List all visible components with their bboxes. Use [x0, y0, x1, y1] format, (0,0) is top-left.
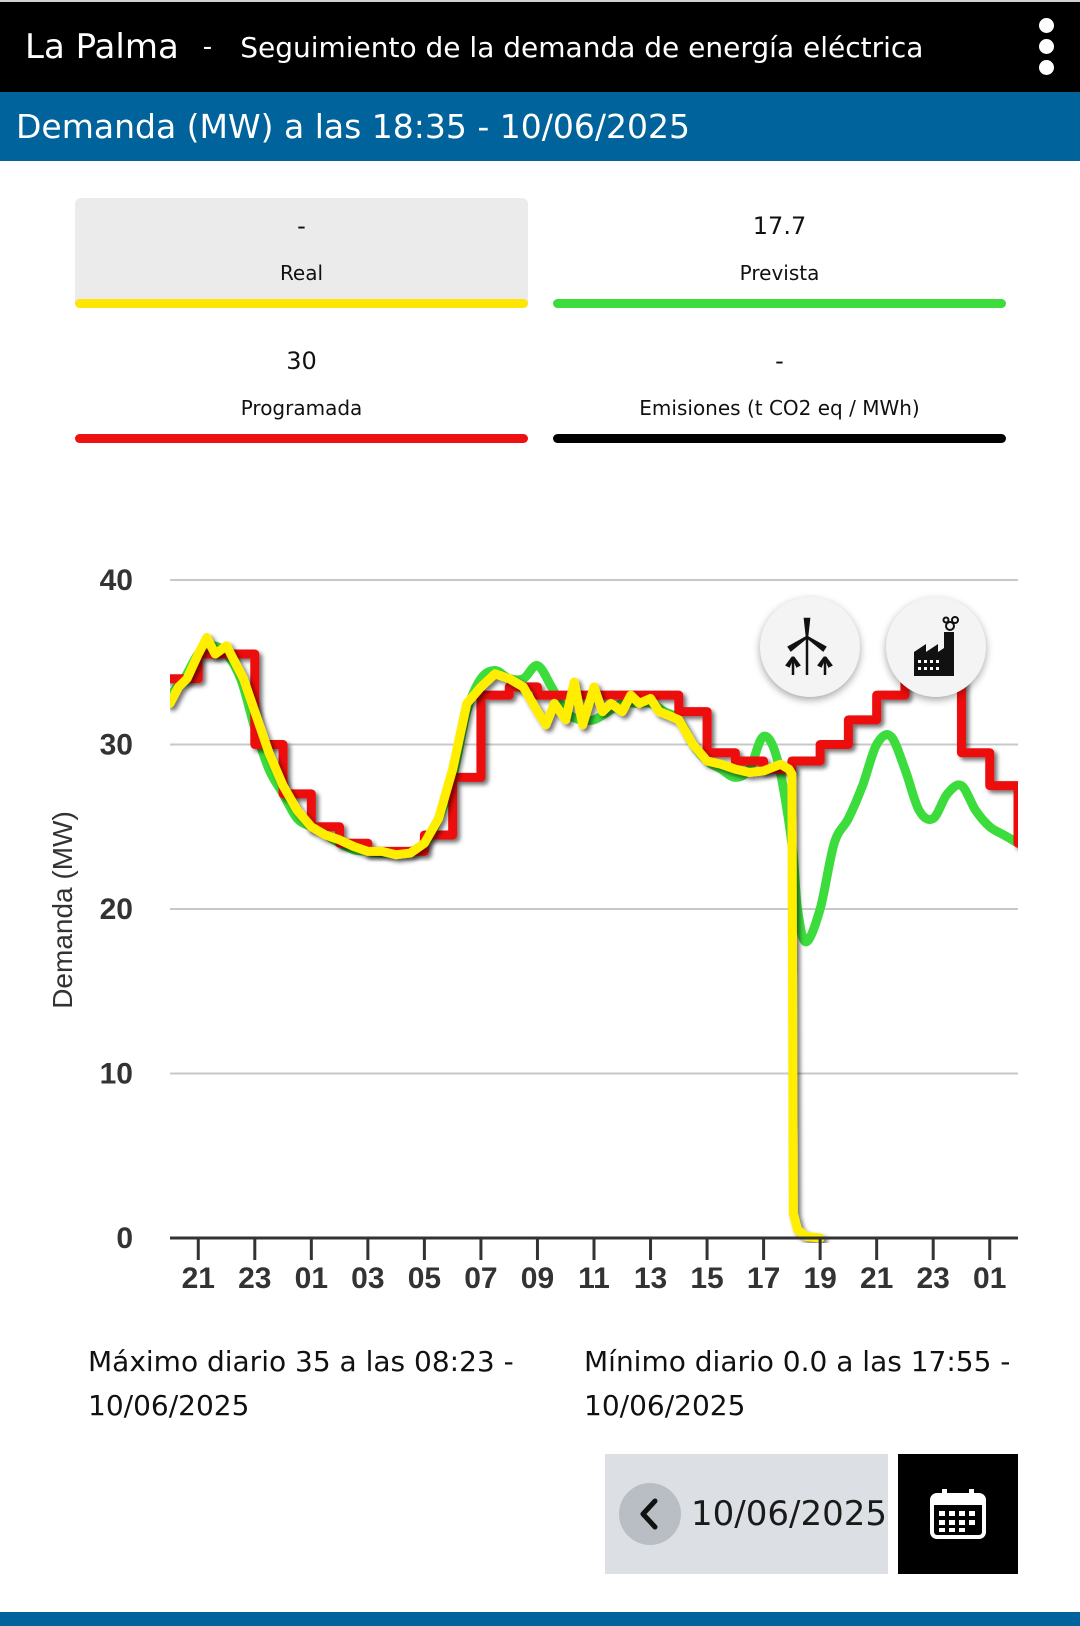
- page-title-main: Demanda (MW): [16, 107, 274, 146]
- x-tick-label: 11: [578, 1262, 610, 1295]
- x-tick-label: 07: [464, 1262, 497, 1295]
- card-programada: 30 Programada: [75, 333, 528, 443]
- page-title-time: a las 18:35 - 10/06/2025: [273, 107, 690, 146]
- x-tick-label: 17: [747, 1262, 780, 1295]
- daily-max: Máximo diario 35 a las 08:23 - 10/06/202…: [88, 1345, 514, 1422]
- card-real-color-bar: [75, 299, 528, 308]
- card-prevista-color-bar: [553, 299, 1006, 308]
- factory-icon[interactable]: [886, 597, 986, 697]
- card-real: - Real: [75, 198, 528, 308]
- x-tick-label: 19: [803, 1262, 836, 1295]
- bottom-bar: [0, 1612, 1080, 1626]
- x-tick-label: 03: [351, 1262, 384, 1295]
- card-emisiones-color-bar: [553, 434, 1006, 443]
- x-tick-label: 09: [521, 1262, 554, 1295]
- app-subtitle: Seguimiento de la demanda de energía elé…: [240, 30, 924, 64]
- card-programada-label: Programada: [240, 396, 363, 420]
- x-tick-label: 21: [182, 1262, 215, 1295]
- chevron-left-icon: [640, 1498, 658, 1530]
- series-line-real: [170, 633, 825, 1243]
- calendar-icon: [930, 1489, 986, 1539]
- date-selector: 10/06/2025: [605, 1454, 888, 1574]
- y-tick-label: 40: [100, 564, 133, 597]
- y-tick-label: 20: [100, 893, 133, 926]
- card-programada-color-bar: [75, 434, 528, 443]
- page-title: Demanda (MW) a las 18:35 - 10/06/2025: [16, 107, 690, 146]
- card-real-value: -: [297, 212, 306, 240]
- x-tick-label: 23: [238, 1262, 271, 1295]
- y-tick-label: 0: [116, 1222, 133, 1255]
- calendar-button[interactable]: [898, 1454, 1018, 1574]
- x-tick-label: 23: [917, 1262, 950, 1295]
- card-programada-value: 30: [286, 347, 317, 375]
- wind-turbine-icon[interactable]: [760, 597, 860, 697]
- y-tick-label: 30: [100, 729, 133, 762]
- more-vert-icon[interactable]: [1037, 18, 1055, 80]
- y-tick-label: 10: [100, 1058, 133, 1091]
- card-emisiones-label: Emisiones (t CO2 eq / MWh): [639, 396, 920, 420]
- daily-min: Mínimo diario 0.0 a las 17:55 - 10/06/20…: [584, 1345, 1011, 1422]
- title-separator: -: [202, 32, 213, 62]
- card-emisiones: - Emisiones (t CO2 eq / MWh): [553, 333, 1006, 443]
- selected-date[interactable]: 10/06/2025: [691, 1494, 887, 1534]
- card-prevista-label: Prevista: [739, 261, 820, 285]
- y-axis-label: Demanda (MW): [47, 811, 78, 1009]
- app-name: La Palma: [25, 27, 179, 67]
- x-tick-label: 21: [860, 1262, 893, 1295]
- x-tick-label: 01: [973, 1262, 1006, 1295]
- card-prevista: 17.7 Prevista: [553, 198, 1006, 308]
- card-emisiones-value: -: [775, 347, 784, 375]
- app-bar: La Palma - Seguimiento de la demanda de …: [0, 0, 1080, 92]
- x-tick-label: 05: [408, 1262, 441, 1295]
- x-tick-label: 13: [634, 1262, 667, 1295]
- x-tick-label: 01: [295, 1262, 328, 1295]
- card-real-label: Real: [279, 261, 324, 285]
- x-tick-label: 15: [690, 1262, 723, 1295]
- previous-day-button[interactable]: [619, 1483, 681, 1545]
- demand-header: Demanda (MW) a las 18:35 - 10/06/2025: [0, 92, 1080, 161]
- card-prevista-value: 17.7: [752, 212, 807, 240]
